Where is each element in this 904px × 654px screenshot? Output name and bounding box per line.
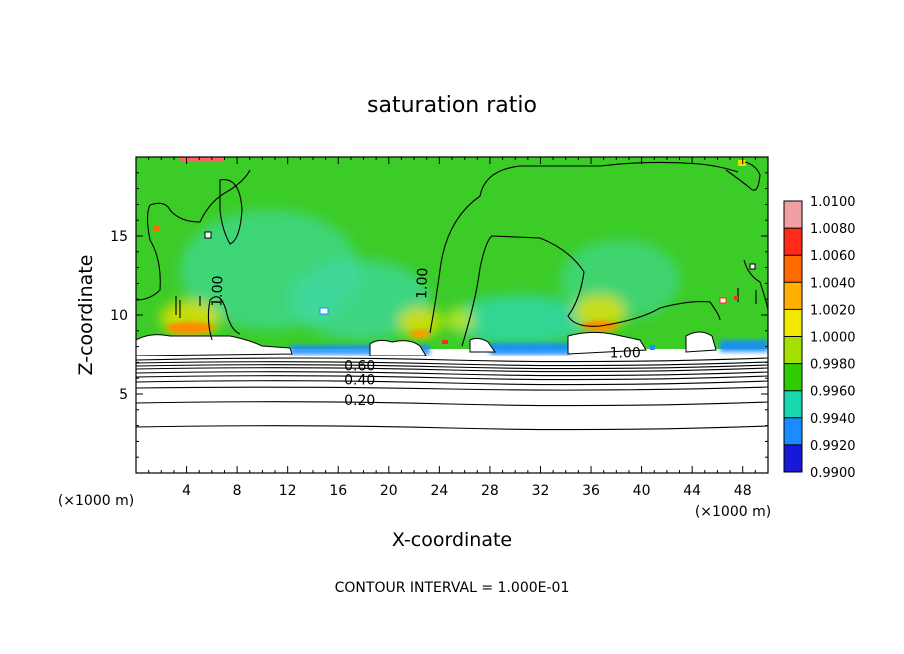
colorbar-swatch — [784, 444, 802, 472]
colorbar-label: 1.0080 — [810, 222, 856, 237]
contour-line — [136, 386, 768, 391]
colorbar: 1.0100 1.0080 1.0060 1.0040 1.0020 1.0000 0.99… — [783, 195, 856, 481]
x-tick-label: 28 — [481, 483, 499, 499]
plot-area: 1.00 1.00 1.00 0.600.40 0.20 — [136, 157, 768, 473]
contour-label: 0.60 — [344, 358, 375, 374]
colorbar-swatch — [784, 390, 802, 418]
field-top-edge — [738, 160, 746, 166]
y-tick-label: 10 — [110, 308, 128, 324]
contour-line — [136, 367, 768, 373]
contour-label: 1.00 — [610, 346, 641, 362]
contour-line — [136, 361, 768, 367]
field-yellow-patch — [574, 294, 626, 330]
colorbar-label: 1.0000 — [810, 331, 856, 346]
x-tick-label: 24 — [430, 483, 448, 499]
contour-line — [136, 375, 768, 381]
x-tick-label: 16 — [329, 483, 347, 499]
field-blue-band — [720, 340, 768, 352]
colorbar-label: 0.9920 — [810, 439, 856, 454]
colorbar-swatch — [784, 228, 802, 256]
cloud-blobs — [136, 331, 717, 357]
speck — [204, 231, 212, 239]
speck — [719, 297, 727, 304]
cloud-blob — [469, 337, 496, 353]
contour-line — [136, 401, 768, 407]
contour-line — [207, 296, 241, 341]
x-axis-label: X-coordinate — [392, 529, 512, 551]
speck — [734, 296, 738, 300]
speck — [319, 307, 329, 315]
field-blue-band — [490, 343, 570, 355]
x-tick-label: 40 — [633, 483, 651, 499]
contour-line — [136, 357, 768, 363]
noise-specks — [154, 226, 756, 350]
contour-line — [136, 364, 768, 370]
colorbar-label: 0.9900 — [810, 466, 856, 481]
contour-label: 0.40 — [344, 373, 375, 389]
colorbar-swatch — [784, 417, 802, 445]
x-tick-label: 8 — [233, 483, 242, 499]
colorbar-swatch — [784, 255, 802, 283]
speck — [442, 340, 448, 344]
contour-line — [725, 161, 761, 191]
colorbar-swatch — [784, 282, 802, 310]
y-tick-label: 15 — [110, 229, 128, 245]
field-cyan-patch — [450, 295, 590, 345]
contour-label: 0.20 — [344, 393, 375, 409]
field-orange-patch — [166, 322, 214, 334]
colorbar-label: 0.9940 — [810, 412, 856, 427]
field-yellow-patch — [445, 308, 475, 332]
colorbar-label: 0.9960 — [810, 385, 856, 400]
contour-line — [743, 259, 768, 311]
contour-line — [461, 235, 721, 347]
field-orange-patch — [410, 330, 430, 338]
x-tick-label: 32 — [532, 483, 550, 499]
cloud-blob — [685, 331, 717, 353]
colorbar-swatch — [784, 309, 802, 337]
x-unit-label-right: (×1000 m) — [695, 504, 771, 520]
y-axis: 5 10 15 — [110, 172, 768, 458]
contour-line — [136, 380, 768, 386]
contour-label: 1.00 — [209, 275, 226, 307]
x-tick-label: 48 — [734, 483, 752, 499]
x-tick-label: 36 — [582, 483, 600, 499]
colorbar-label: 1.0060 — [810, 249, 856, 264]
contour-label: 1.00 — [414, 267, 431, 299]
x-axis: 4 8 12 16 20 24 28 32 36 40 44 48 — [148, 157, 756, 499]
colorbar-label: 1.0020 — [810, 303, 856, 318]
field-cyan-patch — [290, 260, 430, 340]
contour-line — [136, 425, 768, 431]
colorbar-label: 1.0040 — [810, 276, 856, 291]
colorbar-label: 0.9980 — [810, 358, 856, 373]
x-unit-label-left: (×1000 m) — [58, 493, 134, 509]
heatmap-field — [136, 157, 768, 355]
x-tick-label: 12 — [279, 483, 297, 499]
speck — [154, 226, 159, 231]
chart-title: saturation ratio — [367, 93, 537, 118]
x-tick-label: 44 — [683, 483, 701, 499]
colorbar-swatch — [784, 336, 802, 364]
colorbar-swatch — [784, 201, 802, 229]
field-top-edge — [180, 157, 224, 161]
z-axis-label: Z-coordinate — [75, 255, 97, 376]
contour-interval-note: CONTOUR INTERVAL = 1.000E-01 — [335, 580, 570, 596]
contour-lines — [136, 161, 768, 431]
x-tick-label: 4 — [182, 483, 191, 499]
cloud-blob — [567, 331, 647, 355]
colorbar-label: 1.0100 — [810, 195, 856, 210]
speck — [749, 263, 756, 270]
field-blue-band — [290, 345, 430, 355]
contour-line — [429, 161, 739, 334]
y-tick-label: 5 — [119, 387, 128, 403]
colorbar-swatch — [784, 363, 802, 391]
contour-labels: 1.00 1.00 1.00 0.600.40 0.20 — [209, 267, 640, 409]
speck — [650, 345, 655, 350]
contour-line — [136, 371, 768, 377]
cloud-blob — [136, 334, 293, 357]
x-tick-label: 20 — [380, 483, 398, 499]
contour-line — [219, 179, 243, 245]
contour-line — [136, 169, 251, 301]
cloud-blob — [369, 339, 427, 357]
